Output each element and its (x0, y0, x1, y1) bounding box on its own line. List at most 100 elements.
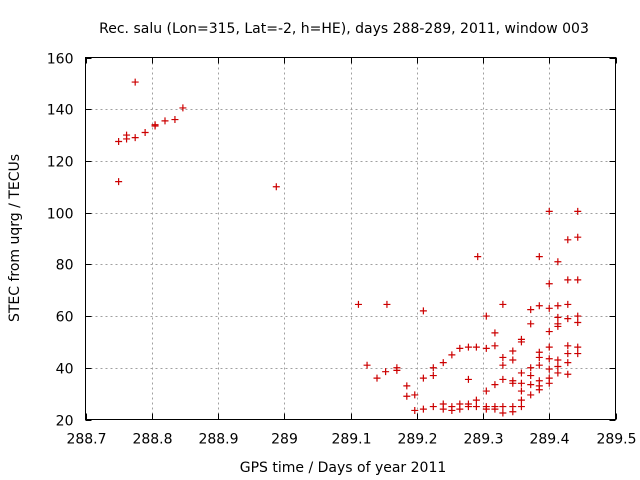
data-point-marker (554, 258, 562, 266)
data-point-marker (429, 403, 437, 411)
data-point-marker (373, 374, 381, 382)
data-point-marker (419, 405, 427, 413)
x-tick-label: 289 (271, 432, 298, 448)
data-point-marker (448, 406, 456, 414)
data-point-marker (499, 403, 507, 411)
data-point-marker (509, 379, 517, 387)
grid (85, 57, 616, 420)
data-point-marker (382, 368, 390, 376)
data-point-marker (535, 253, 543, 261)
data-point-marker (574, 207, 582, 215)
data-point-marker (482, 312, 490, 320)
data-point-marker (482, 387, 490, 395)
data-point-marker (564, 350, 572, 358)
data-point-marker (509, 356, 517, 364)
data-point-marker (527, 381, 535, 389)
data-point-marker (151, 121, 159, 129)
data-point-marker (554, 356, 562, 364)
data-point-marker (411, 391, 419, 399)
data-point-marker (554, 362, 562, 370)
data-point-marker (171, 116, 179, 124)
data-point-marker (574, 319, 582, 327)
data-point-marker (545, 304, 553, 312)
y-tick-label: 100 (47, 207, 74, 223)
data-point-marker (491, 329, 499, 337)
data-point-marker (363, 361, 371, 369)
x-tick-label: 289.4 (529, 432, 569, 448)
data-point-marker (115, 138, 123, 146)
data-point-marker (464, 400, 472, 408)
data-point-marker (517, 369, 525, 377)
data-point-marker (564, 342, 572, 350)
data-point-marker (564, 300, 572, 308)
data-point-marker (517, 379, 525, 387)
y-tick-label: 40 (56, 362, 74, 378)
data-point-marker (179, 104, 187, 112)
data-point-marker (141, 128, 149, 136)
data-point-marker (517, 403, 525, 411)
x-tick-label: 289.3 (463, 432, 503, 448)
data-point-marker (545, 280, 553, 288)
y-tick-label: 160 (47, 52, 74, 68)
data-point-marker (554, 369, 562, 377)
data-point-marker (527, 320, 535, 328)
y-tick-label: 80 (56, 258, 74, 274)
data-point-marker (491, 381, 499, 389)
data-point-marker (161, 117, 169, 125)
data-point-marker (554, 313, 562, 321)
data-point-marker (517, 387, 525, 395)
data-point-marker (545, 355, 553, 363)
data-point-marker (564, 315, 572, 323)
data-point-marker (574, 343, 582, 351)
data-point-marker (456, 344, 464, 352)
y-tick-label: 60 (56, 310, 74, 326)
data-point-marker (574, 312, 582, 320)
data-point-marker (564, 236, 572, 244)
data-point-marker (535, 353, 543, 361)
data-point-marker (499, 409, 507, 417)
data-point-marker (131, 134, 139, 142)
y-tick-label: 20 (56, 414, 74, 430)
data-point-marker (499, 375, 507, 383)
data-point-marker (472, 343, 480, 351)
data-point-marker (354, 300, 362, 308)
data-point-marker (429, 364, 437, 372)
y-tick-label: 140 (47, 103, 74, 119)
data-point-marker (131, 78, 139, 86)
plot-frame (85, 57, 616, 420)
data-point-marker (499, 300, 507, 308)
data-point-marker (472, 396, 480, 404)
data-point-marker (517, 338, 525, 346)
data-point-marker (517, 396, 525, 404)
y-tick-label: 120 (47, 155, 74, 171)
data-point-marker (545, 328, 553, 336)
data-point-marker (554, 302, 562, 310)
x-tick-label: 288.9 (198, 432, 238, 448)
data-point-marker (527, 372, 535, 380)
data-point-marker (403, 382, 411, 390)
x-tick-label: 289.5 (596, 432, 636, 448)
data-point-marker (393, 364, 401, 372)
data-point-marker (509, 347, 517, 355)
data-point-marker (448, 351, 456, 359)
data-point-marker (491, 405, 499, 413)
data-point-marker (439, 359, 447, 367)
data-point-marker (509, 408, 517, 416)
data-point-marker (564, 276, 572, 284)
data-point-marker (115, 178, 123, 186)
data-points (115, 78, 582, 417)
data-point-marker (554, 322, 562, 330)
data-point-marker (482, 405, 490, 413)
data-point-marker (464, 375, 472, 383)
x-tick-label: 289.1 (331, 432, 371, 448)
data-point-marker (419, 307, 427, 315)
data-point-marker (535, 302, 543, 310)
axis-ticks: 288.7 288.8 288.9 289 289.1 289.2 289.3 289.4 28… (47, 52, 637, 448)
data-point-marker (123, 131, 131, 139)
data-point-marker (527, 391, 535, 399)
data-point-marker (527, 364, 535, 372)
data-point-marker (564, 370, 572, 378)
x-tick-label: 288.8 (132, 432, 172, 448)
data-point-marker (272, 183, 280, 191)
